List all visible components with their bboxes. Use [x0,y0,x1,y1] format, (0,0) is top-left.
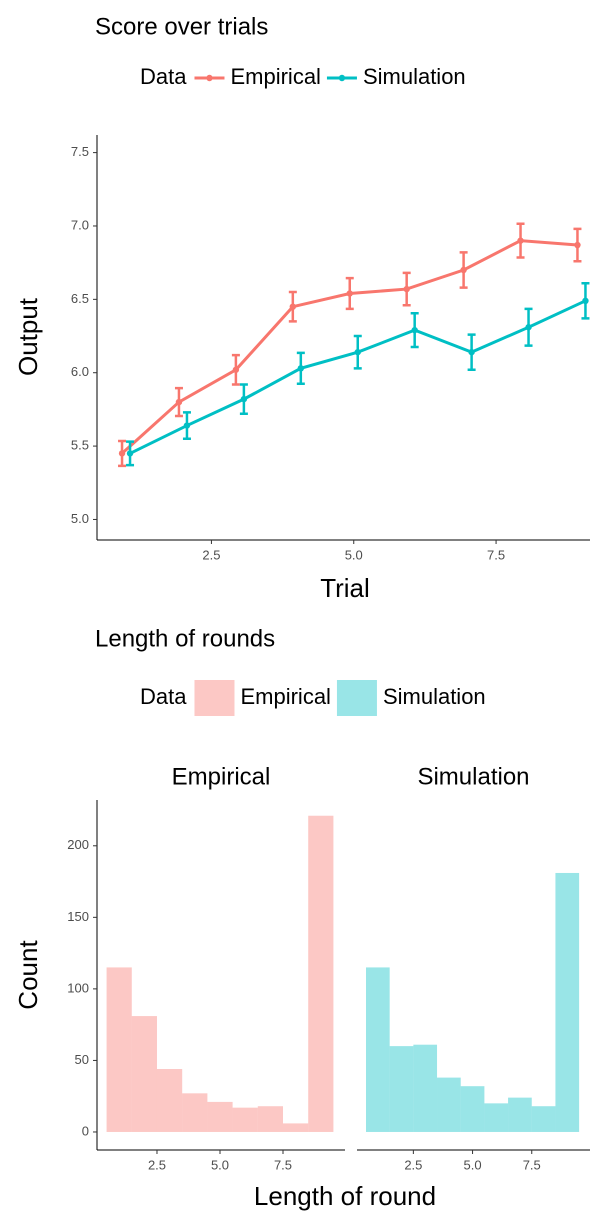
x-tick-label: 7.5 [523,1157,541,1172]
x-tick-label: 7.5 [274,1157,292,1172]
point [525,324,532,331]
x-axis-title: Trial [320,573,370,603]
y-tick-label: 5.0 [71,511,89,526]
series-line [121,239,578,455]
y-tick-label: 6.5 [71,291,89,306]
point [175,398,183,406]
x-tick-label: 2.5 [202,547,220,562]
point [582,297,589,305]
bar [555,872,580,1132]
y-tick-label: 6.0 [71,364,89,379]
bar [389,1046,414,1132]
bar [207,1101,233,1132]
point [232,366,240,373]
point [468,348,475,356]
chart-title: Score over trials [95,13,268,40]
bar [283,1123,309,1132]
y-tick-label: 7.5 [71,144,89,159]
series-line [129,299,587,455]
y-axis-title: Output [13,297,43,376]
bar [182,1093,208,1132]
legend-label: Empirical [240,684,330,709]
bar [437,1077,461,1132]
chart-title: Length of rounds [95,625,275,652]
bar [106,967,132,1132]
x-axis-title: Length of round [254,1181,436,1211]
point [240,395,248,403]
point [297,365,305,372]
y-tick-label: 150 [67,909,89,924]
point [517,237,524,244]
point [289,303,297,310]
y-tick-label: 50 [75,1052,89,1067]
x-tick-label: 5.0 [345,547,363,562]
y-tick-label: 5.5 [71,438,89,453]
point [411,326,418,334]
point [183,422,191,429]
point [574,241,581,249]
y-axis-title: Count [13,940,43,1010]
bar [460,1086,485,1132]
legend-title: Data [140,64,187,89]
y-tick-label: 7.0 [71,217,89,232]
bar [531,1106,556,1132]
legend-key [338,74,346,82]
point [126,450,134,457]
facet-label: Simulation [417,763,529,790]
legend-title: Data [140,684,187,709]
point [354,348,361,356]
legend-key [194,680,235,716]
facet-label: Empirical [172,763,271,790]
bar [257,1106,283,1132]
y-tick-label: 200 [67,837,89,852]
bar [508,1097,532,1132]
legend-label: Simulation [383,684,486,709]
legend-key [336,680,377,716]
y-tick-label: 100 [67,980,89,995]
point [460,266,467,274]
y-tick-label: 0 [82,1123,89,1138]
legend-label: Empirical [230,64,320,89]
point [118,450,126,457]
bar [484,1103,509,1132]
bar [131,1016,157,1132]
bar [232,1107,258,1132]
x-tick-label: 5.0 [211,1157,229,1172]
bar [156,1069,183,1132]
point [346,290,353,297]
bar [413,1044,438,1132]
x-tick-label: 2.5 [404,1157,422,1172]
x-tick-label: 2.5 [148,1157,166,1172]
x-tick-label: 7.5 [487,547,505,562]
legend-key [206,74,213,82]
bar [308,815,334,1132]
point [403,285,410,293]
x-tick-label: 5.0 [464,1157,482,1172]
bar [365,967,390,1132]
legend-label: Simulation [363,64,466,89]
